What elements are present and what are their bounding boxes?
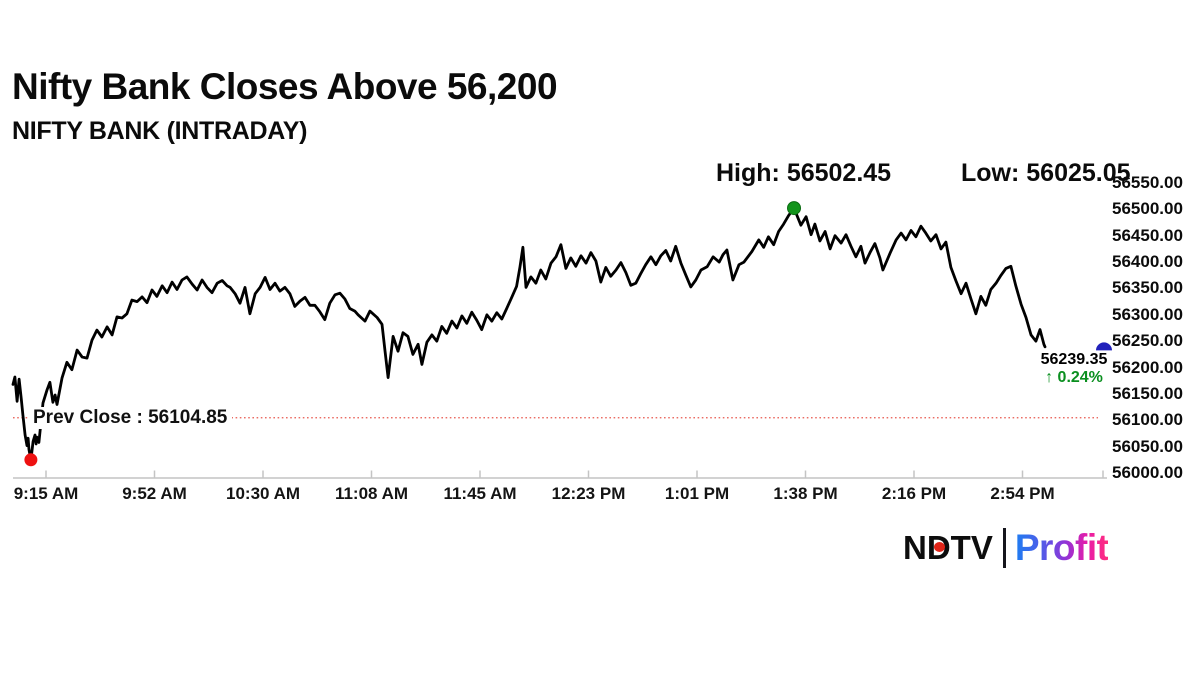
y-axis-label: 56400.00 [1112,252,1183,272]
logo-separator [1002,528,1006,568]
low-value-label: Low: 56025.05 [961,159,1131,187]
y-axis-label: 56100.00 [1112,410,1183,430]
y-axis-label: 56500.00 [1112,199,1183,219]
change-percent-label: ↑ 0.24% [1045,368,1103,386]
y-axis-label: 56300.00 [1112,304,1183,324]
page-title: Nifty Bank Closes Above 56,200 [12,66,558,107]
x-axis-label: 9:52 AM [122,484,187,503]
price-line [11,206,1047,462]
y-axis-label: 56450.00 [1112,225,1183,245]
last-price-marker [1096,342,1112,351]
y-axis-label: 56050.00 [1112,436,1183,456]
x-axis-label: 9:15 AM [13,484,79,503]
x-axis-label: 2:16 PM [881,484,947,503]
x-axis-label: 1:38 PM [773,484,838,503]
x-axis-label: 11:45 AM [443,484,517,503]
high-marker-dot [787,201,802,216]
ndtv-profit-logo: NDTV Profit [903,527,1109,569]
profit-logo: Profit [1014,527,1109,568]
low-marker-dot [24,453,38,467]
last-price-box: 56239.35 ↑ 0.24% [1036,351,1112,386]
y-axis-label: 56250.00 [1112,331,1183,351]
y-axis-label: 56000.00 [1112,463,1183,482]
x-axis-label: 2:54 PM [990,484,1055,503]
high-value-label: High: 56502.45 [716,159,892,187]
y-axis-label: 56150.00 [1112,383,1183,403]
ndtv-red-dot-icon [934,542,945,552]
last-price-label: 56239.35 [1040,351,1108,368]
x-axis-label: 10:30 AM [225,484,301,503]
x-axis-label: 1:01 PM [664,484,730,503]
x-axis-label: 11:08 AM [334,484,409,503]
prev-close-label: Prev Close : 56104.85 [28,407,233,429]
y-axis-label: 56350.00 [1112,278,1183,298]
y-axis-label: 56550.00 [1112,173,1183,192]
x-axis-label: 12:23 PM [551,484,626,503]
chart-subtitle: NIFTY BANK (INTRADAY) [12,117,308,145]
y-axis-label: 56200.00 [1112,357,1183,377]
ndtv-logo: NDTV [903,529,993,566]
